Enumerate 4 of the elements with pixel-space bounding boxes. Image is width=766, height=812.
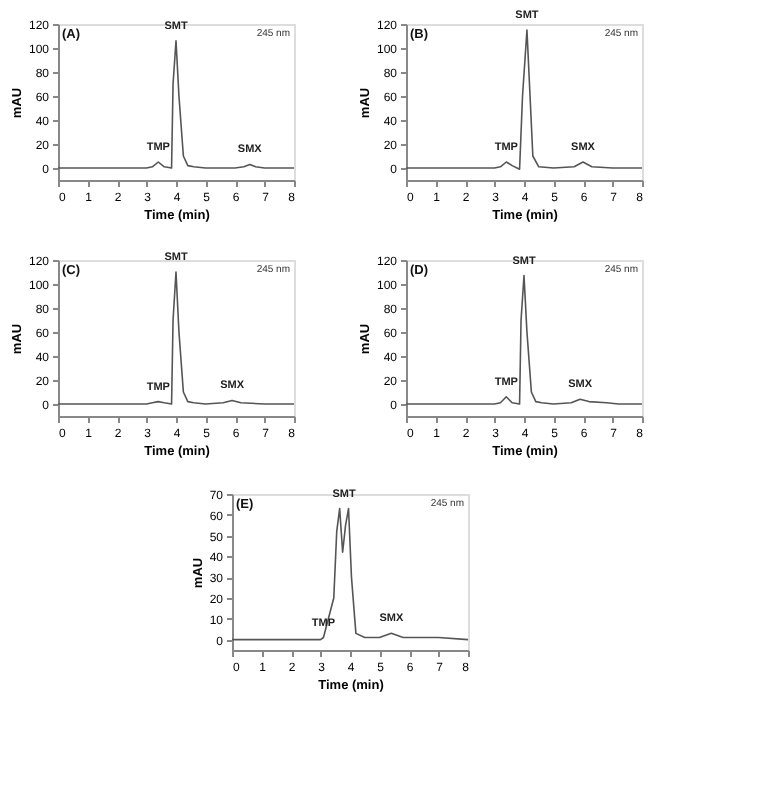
line-series [405, 274, 643, 405]
line-series [231, 507, 469, 641]
line-series [57, 40, 295, 169]
line-series [405, 29, 643, 170]
